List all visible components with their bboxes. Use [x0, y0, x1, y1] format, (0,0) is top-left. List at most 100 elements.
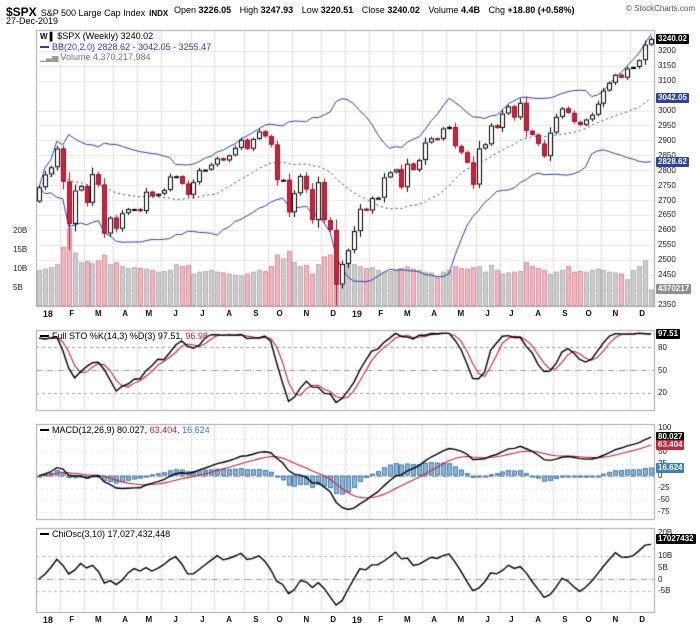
sto-tick-label: 80: [658, 342, 667, 352]
bottom-x-axis-label: M: [404, 615, 411, 624]
macd-line-icon: [40, 429, 49, 431]
main-x-axis-label: S: [562, 309, 568, 318]
macd-legend-label: MACD(12,26,9): [52, 425, 115, 435]
price-tick-label: 2650: [658, 210, 676, 220]
macd-tick-label: -50: [658, 495, 670, 505]
volume-bars-icon: ▁▃▅: [40, 53, 59, 62]
chiosc-axis-badge: 17027432: [656, 533, 696, 544]
bb-legend: BB(20,2.0) 2828.62 - 3042.05 - 3255.47: [52, 42, 212, 52]
macd-tick-label: 100: [658, 422, 672, 432]
macd-value: 80.027,: [117, 425, 148, 435]
price-tick-label: 2450: [658, 270, 676, 280]
sto-legend-label: Full STO %K(14,3) %D(3): [52, 331, 156, 341]
quote-chg-label: Chg: [488, 5, 505, 15]
macd-tick-label: 0: [658, 471, 663, 481]
main-x-axis-label: F: [69, 309, 75, 318]
volume-tick-label: 5B: [13, 282, 23, 292]
exchange-label: INDX: [149, 9, 169, 18]
main-x-axis-label: N: [612, 309, 619, 318]
price-tick-label: 2550: [658, 240, 676, 250]
main-x-axis-label: O: [276, 309, 283, 318]
price-tick-label: 2950: [658, 120, 676, 130]
macd-signal-value: 63.404,: [149, 425, 180, 435]
chiosc-tick-label: -5B: [658, 586, 671, 596]
bottom-x-axis-label: J: [173, 615, 178, 624]
price-tick-label: 3200: [658, 46, 676, 56]
quote-close-value: 3240.02: [387, 5, 420, 15]
main-x-axis-label: J: [200, 309, 205, 318]
main-x-axis-label: D: [639, 309, 645, 318]
sto-axis-badge: 97.51: [656, 328, 681, 339]
weekly-marker: W: [40, 32, 48, 41]
bottom-x-axis-label: F: [69, 615, 75, 624]
bottom-x-axis-label: A: [122, 615, 129, 624]
chiosc-line-icon: [40, 533, 49, 535]
quote-high-value: 3247.93: [260, 5, 294, 15]
chart-header: $SPX S&P 500 Large Cap Index INDX: [6, 3, 168, 21]
chiosc-legend-label: ChiOsc(3,10): [52, 529, 106, 539]
macd-axis-badge: 16.624: [656, 462, 685, 473]
macd-axis-badge: 63.404: [656, 440, 685, 451]
bottom-x-axis-label: A: [226, 615, 233, 624]
main-x-axis-label: O: [585, 309, 592, 318]
bottom-x-axis-label: J: [509, 615, 514, 624]
main-x-axis-label: A: [122, 309, 129, 318]
bb-line-icon: [40, 46, 49, 48]
price-tick-label: 2750: [658, 180, 676, 190]
main-x-axis-label: F: [378, 309, 384, 318]
price-tick-label: 3100: [658, 76, 676, 86]
main-x-axis-label: M: [457, 309, 465, 318]
main-legend-close: 3240.02: [120, 31, 154, 41]
price-tick-label: 2900: [658, 135, 676, 145]
main-x-axis-label: 19: [351, 309, 362, 319]
chiosc-tick-label: 0: [658, 574, 663, 584]
candle-icon: ▌: [49, 32, 56, 41]
quote-open-label: Open: [174, 5, 197, 15]
chiosc-tick-label: 10B: [658, 551, 673, 560]
quote-close-label: Close: [361, 5, 385, 15]
main-legend-volume-row: ▁▃▅ Volume 4,370,217,984: [40, 52, 211, 63]
volume-tick-label: 15B: [13, 244, 28, 254]
bottom-x-axis-label: N: [612, 615, 619, 624]
main-axis-badge: 2828.62: [656, 156, 689, 167]
quote-chg-value: +18.80 (+0.58%): [507, 5, 575, 15]
chiosc-value: 17,027,432,448: [107, 529, 171, 539]
main-x-axis-label: M: [95, 309, 102, 318]
main-legend-bb-row: BB(20,2.0) 2828.62 - 3042.05 - 3255.47: [40, 42, 211, 52]
price-tick-label: 2600: [658, 225, 676, 235]
price-tick-label: 2500: [658, 255, 676, 265]
index-name: S&P 500 Large Cap Index: [40, 8, 146, 18]
quote-open-value: 3226.05: [198, 5, 232, 15]
quote-low-value: 3220.51: [320, 5, 354, 15]
chart-date: 27-Dec-2019: [6, 16, 59, 26]
main-x-axis-label: J: [509, 309, 514, 318]
main-legend-symbol-row: W ▌ $SPX (Weekly) 3240.02: [40, 31, 211, 42]
bottom-x-axis-label: 19: [351, 615, 362, 625]
main-axis-badge: 4370217: [656, 284, 692, 295]
price-tick-label: 2850: [658, 150, 676, 160]
main-x-axis-label: A: [431, 309, 438, 318]
main-x-axis-label: N: [303, 309, 310, 318]
main-x-axis-label: 18: [42, 309, 53, 319]
symbol-label: $SPX: [6, 5, 37, 19]
bottom-x-axis-label: S: [562, 615, 568, 624]
sto-tick-label: 20: [658, 388, 667, 398]
quote-strip: Open 3226.05 High 3247.93 Low 3220.51 Cl…: [168, 5, 575, 15]
price-tick-label: 2700: [658, 195, 676, 205]
bottom-x-axis-label: J: [200, 615, 205, 624]
quote-low-label: Low: [301, 5, 319, 15]
bottom-x-axis-label: O: [276, 615, 283, 624]
quote-volume-label: Volume: [428, 5, 459, 15]
main-legend: W ▌ $SPX (Weekly) 3240.02 BB(20,2.0) 2828.…: [40, 31, 211, 63]
main-x-axis-label: A: [535, 309, 542, 318]
main-x-axis-label: S: [253, 309, 259, 318]
main-x-axis-label: M: [145, 309, 153, 318]
main-x-axis-label: J: [485, 309, 490, 318]
main-axis-badge: 3240.02: [656, 33, 689, 44]
macd-hist-value: 16.624: [182, 425, 210, 435]
bottom-x-axis-label: D: [639, 615, 645, 624]
main-x-axis-label: M: [404, 309, 411, 318]
main-x-axis-label: D: [330, 309, 336, 318]
